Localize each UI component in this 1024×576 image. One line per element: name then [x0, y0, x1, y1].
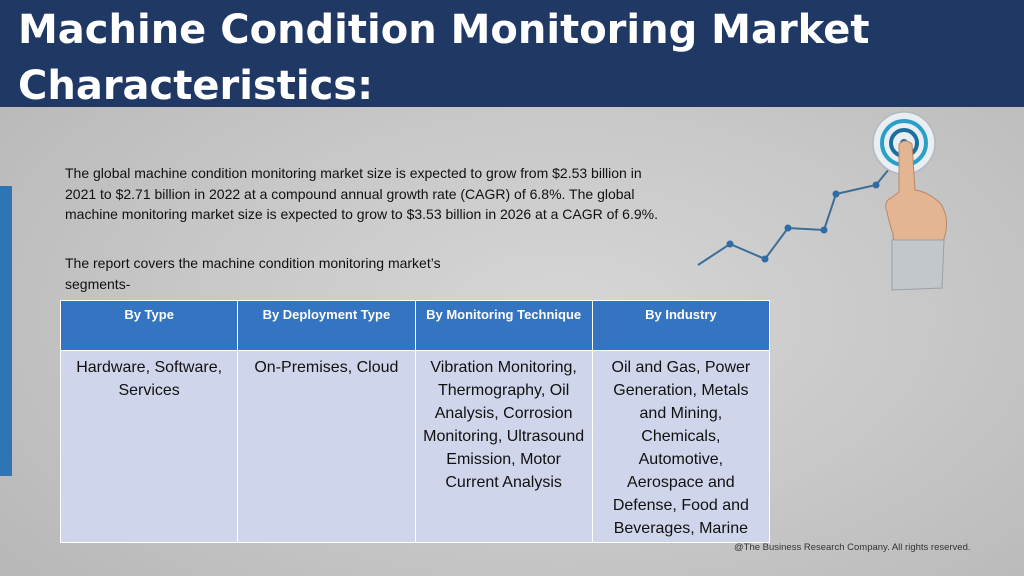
header-by-type: By Type [59, 300, 239, 351]
intro-paragraph: The global machine condition monitoring … [65, 165, 658, 222]
header-by-deployment-type: By Deployment Type [237, 300, 416, 351]
slide-title-line-2: Characteristics: [18, 63, 374, 109]
cell-deployment: On-Premises, Cloud [237, 350, 416, 543]
slide-title: Machine Condition Monitoring Market Char… [18, 2, 918, 114]
table-row: Hardware, Software, Services On-Premises… [59, 350, 771, 543]
slide-title-line-1: Machine Condition Monitoring Market [18, 7, 870, 53]
growth-line-icon [697, 157, 899, 266]
copyright-footer: @The Business Research Company. All righ… [734, 542, 971, 553]
cell-monitoring: Vibration Monitoring, Thermography, Oil … [414, 350, 593, 543]
header-by-industry: By Industry [591, 300, 771, 351]
table-header-row: By Type By Deployment Type By Monitoring… [59, 300, 771, 351]
hand-icon [885, 140, 947, 291]
growth-hand-illustration [697, 111, 947, 291]
cell-type: Hardware, Software, Services [59, 350, 239, 543]
segments-intro: The report covers the machine condition … [65, 255, 441, 292]
cell-industry: Oil and Gas, Power Generation, Metals an… [591, 350, 771, 543]
segments-table: By Type By Deployment Type By Monitoring… [59, 300, 771, 543]
title-banner: Machine Condition Monitoring Market Char… [0, 0, 1024, 109]
header-by-monitoring-technique: By Monitoring Technique [414, 300, 593, 351]
left-accent-bar [0, 186, 12, 476]
